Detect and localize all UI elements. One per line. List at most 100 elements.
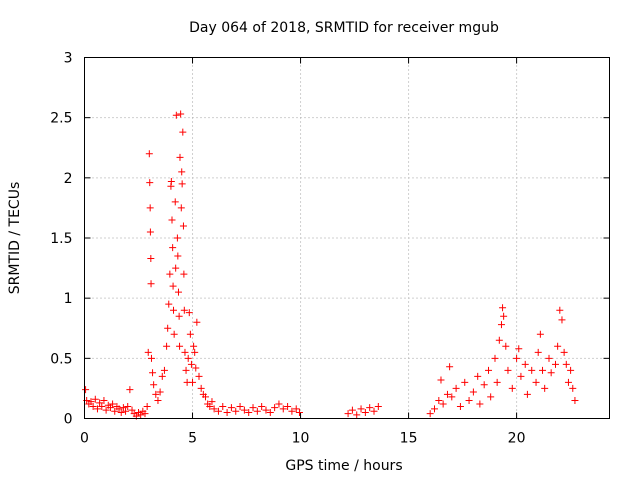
data-point [521, 360, 529, 368]
data-point [184, 354, 192, 362]
data-point [480, 381, 488, 389]
x-tick-label: 0 [80, 431, 89, 447]
data-point [262, 406, 270, 414]
x-tick-label: 20 [508, 431, 526, 447]
data-point [208, 398, 216, 406]
data-point [102, 406, 110, 414]
data-point [500, 312, 508, 320]
data-point [145, 150, 153, 158]
data-point [186, 330, 194, 338]
data-point [201, 393, 209, 401]
data-point [169, 282, 177, 290]
data-point [567, 366, 575, 374]
data-point [456, 402, 464, 410]
data-point [176, 153, 184, 161]
x-tick-label: 5 [188, 431, 197, 447]
data-point [236, 402, 244, 410]
data-point [195, 372, 203, 380]
data-point [435, 396, 443, 404]
data-point [523, 390, 531, 398]
data-point [175, 312, 183, 320]
data-point [452, 384, 460, 392]
data-points [82, 110, 579, 420]
y-tick-label: 2 [64, 171, 73, 187]
data-point [266, 408, 274, 416]
chart-title: Day 064 of 2018, SRMTID for receiver mgu… [189, 20, 499, 36]
data-point [185, 309, 193, 317]
data-point [82, 386, 90, 394]
data-point [146, 228, 154, 236]
data-point [174, 252, 182, 260]
data-point [174, 288, 182, 296]
data-point [190, 342, 198, 350]
data-point [169, 244, 177, 252]
data-point [206, 402, 214, 410]
data-point [295, 408, 303, 416]
plot-frame [84, 57, 610, 419]
data-point [353, 411, 361, 419]
data-point [122, 407, 130, 415]
data-point [178, 168, 186, 176]
data-point [119, 404, 127, 412]
data-point [499, 304, 507, 312]
data-point [536, 330, 544, 338]
y-tick-label: 1 [64, 291, 73, 307]
data-point [189, 378, 197, 386]
data-point [497, 321, 505, 329]
data-point [556, 306, 564, 314]
data-point [144, 348, 152, 356]
data-point [143, 402, 151, 410]
data-point [192, 364, 200, 372]
data-point [160, 366, 168, 374]
data-point [158, 372, 166, 380]
data-point [177, 110, 185, 118]
data-point [504, 366, 512, 374]
data-point [446, 363, 454, 371]
data-point [176, 342, 184, 350]
y-axis-label: SRMTID / TECUs [7, 182, 23, 295]
data-point [275, 400, 283, 408]
data-point [513, 354, 521, 362]
data-point [240, 406, 248, 414]
data-point [357, 405, 365, 413]
data-point [177, 204, 185, 212]
data-point [171, 198, 179, 206]
data-point [571, 396, 579, 404]
data-point [146, 204, 154, 212]
data-point [562, 360, 570, 368]
data-point [115, 405, 123, 413]
data-point [197, 384, 205, 392]
data-point [361, 408, 369, 416]
data-point [439, 400, 447, 408]
data-point [476, 400, 484, 408]
data-point [279, 405, 287, 413]
y-tick-label: 2.5 [50, 111, 72, 127]
data-point [170, 306, 178, 314]
data-point [487, 393, 495, 401]
data-point [163, 342, 171, 350]
data-point [191, 348, 199, 356]
data-point [109, 400, 117, 408]
data-point [93, 405, 101, 413]
data-point [182, 366, 190, 374]
data-point [173, 234, 181, 242]
data-point [156, 388, 164, 396]
data-point [223, 408, 231, 416]
data-point [117, 408, 125, 416]
data-point [249, 404, 257, 412]
data-point [219, 402, 227, 410]
data-point [124, 402, 132, 410]
data-point [150, 381, 158, 389]
data-point [271, 404, 279, 412]
data-point [152, 390, 160, 398]
data-point [374, 402, 382, 410]
data-point [168, 216, 176, 224]
data-point [426, 410, 434, 418]
data-point [539, 366, 547, 374]
data-point [437, 376, 445, 384]
data-point [545, 354, 553, 362]
data-point [431, 405, 438, 413]
data-point [98, 402, 106, 410]
data-point [170, 330, 178, 338]
